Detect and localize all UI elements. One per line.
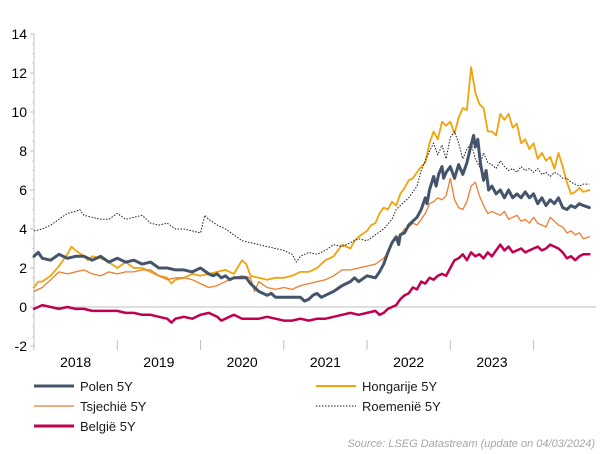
x-tick-label: 2020	[227, 354, 258, 370]
source-note: Source: LSEG Datastream (update on 04/03…	[347, 438, 595, 450]
y-tick-label: 6	[19, 182, 27, 198]
x-tick-label: 2019	[143, 354, 174, 370]
legend-label: Hongarije 5Y	[362, 379, 437, 394]
x-axis: 2018 2019 2020 2021 2022 2023	[33, 306, 596, 370]
y-tick-label: 10	[11, 104, 27, 120]
y-tick-label: 4	[19, 221, 27, 237]
y-tick-label: 2	[19, 260, 27, 276]
y-tick-label: 8	[19, 143, 27, 159]
legend-label: België 5Y	[80, 419, 136, 434]
legend: Polen 5Y Hongarije 5Y Tsjechië 5Y Roemenië …	[34, 379, 441, 434]
x-tick-label: 2021	[310, 354, 341, 370]
series-line-polen-5y	[32, 133, 591, 303]
series-lines	[32, 66, 591, 324]
y-tick-label: 0	[19, 299, 27, 315]
y-tick-label: -2	[15, 338, 28, 354]
legend-label: Tsjechië 5Y	[80, 399, 147, 414]
x-tick-label: 2018	[60, 354, 91, 370]
legend-label: Roemenië 5Y	[362, 399, 441, 414]
x-tick-label: 2022	[393, 354, 424, 370]
x-tick-label: 2023	[476, 354, 507, 370]
series-line-roemeni-5y	[33, 131, 590, 263]
legend-label: Polen 5Y	[80, 379, 133, 394]
y-tick-label: 14	[11, 26, 27, 42]
y-tick-label: 12	[11, 65, 27, 81]
y-axis: -2 0 2 4 6 8 10 12 14	[11, 26, 35, 354]
series-line-hongarije-5y	[33, 66, 591, 289]
series-line-belgi-5y	[32, 243, 591, 324]
